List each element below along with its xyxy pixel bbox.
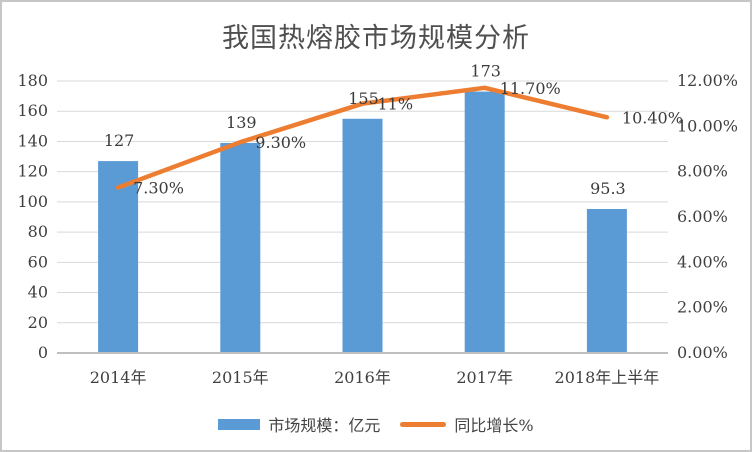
- bar-2015年: [220, 142, 261, 353]
- left-axis-tick-label: 100: [17, 192, 48, 211]
- right-axis-tick-label: 10.00%: [677, 116, 738, 135]
- left-axis-tick-label: 0: [38, 343, 48, 362]
- left-axis-tick-label: 120: [17, 162, 48, 181]
- bar-2014年: [98, 161, 139, 353]
- bar-2018年上半年: [586, 208, 627, 353]
- bar-value-label: 139: [226, 113, 257, 132]
- left-axis-tick-label: 140: [17, 131, 48, 150]
- left-axis-tick-label: 40: [28, 283, 48, 302]
- x-axis-category-label: 2018年上半年: [555, 368, 660, 387]
- legend-item-market-size: 市场规模：亿元: [218, 412, 380, 436]
- right-axis-tick-label: 0.00%: [677, 343, 728, 362]
- line-point-label: 9.30%: [255, 133, 306, 152]
- bar-2016年: [342, 118, 383, 354]
- x-axis-category-label: 2016年: [334, 368, 391, 387]
- left-axis-tick-label: 160: [17, 101, 48, 120]
- right-axis-tick-label: 8.00%: [677, 162, 728, 181]
- line-series-swatch: [400, 421, 447, 427]
- line-point-label: 10.40%: [622, 108, 683, 127]
- line-point-label: 11.70%: [500, 79, 561, 98]
- bar-series-swatch: [218, 418, 261, 430]
- right-axis-tick-label: 6.00%: [677, 207, 728, 226]
- bar-value-label: 95.3: [590, 179, 626, 198]
- bar-value-label: 127: [104, 131, 135, 150]
- bar-value-label: 173: [470, 62, 501, 81]
- legend-item-growth: 同比增长%: [386, 412, 534, 436]
- x-axis-category-label: 2015年: [212, 368, 269, 387]
- chart-legend: 市场规模：亿元 同比增长%: [2, 412, 750, 436]
- right-axis-tick-label: 2.00%: [677, 298, 728, 317]
- bar-value-label: 155: [348, 89, 379, 108]
- right-axis-tick-label: 4.00%: [677, 252, 728, 271]
- right-axis-tick-label: 12.00%: [677, 71, 738, 90]
- legend-label-market-size: 市场规模：亿元: [268, 416, 381, 435]
- left-axis-tick-label: 20: [28, 313, 48, 332]
- x-axis-category-label: 2014年: [90, 368, 147, 387]
- left-axis-tick-label: 180: [17, 71, 48, 90]
- line-point-label: 11%: [378, 95, 414, 114]
- left-axis-tick-label: 80: [28, 222, 48, 241]
- left-axis-tick-label: 60: [28, 252, 48, 271]
- chart-title: 我国热熔胶市场规模分析: [222, 23, 530, 54]
- x-axis-category-label: 2017年: [456, 368, 513, 387]
- line-point-label: 7.30%: [133, 179, 184, 198]
- growth-line-series: [115, 85, 610, 190]
- bar-2017年: [464, 91, 505, 354]
- legend-label-growth: 同比增长%: [454, 416, 534, 435]
